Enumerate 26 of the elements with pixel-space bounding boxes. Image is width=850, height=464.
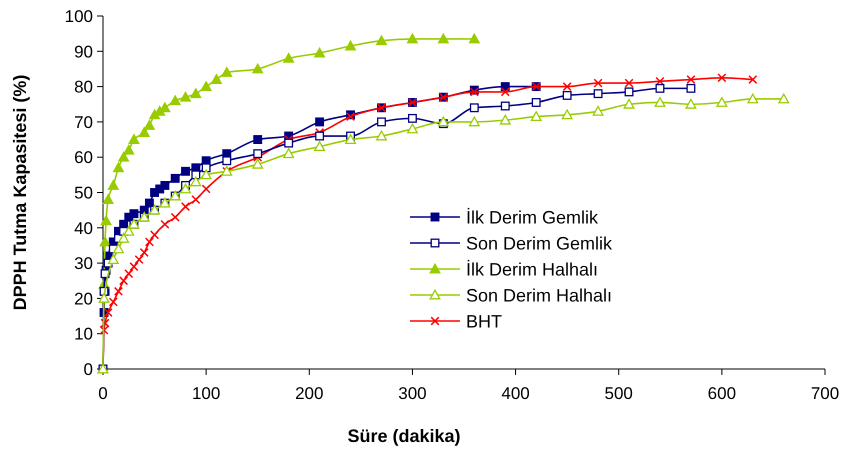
legend-label: İlk Derim Gemlik bbox=[466, 207, 600, 228]
legend-label: Son Derim Halhalı bbox=[466, 285, 612, 306]
y-axis-title: DPPH Tutma Kapasitesi (%) bbox=[10, 74, 30, 310]
y-tick-label: 60 bbox=[74, 148, 93, 168]
legend-label: Son Derim Gemlik bbox=[466, 233, 614, 254]
y-tick-label: 90 bbox=[74, 42, 93, 62]
x-tick-label: 200 bbox=[295, 384, 324, 403]
y-tick-label: 30 bbox=[74, 254, 93, 274]
y-tick-label: 0 bbox=[84, 360, 93, 379]
legend-label: İlk Derim Halhalı bbox=[466, 259, 598, 280]
x-axis-title: Süre (dakika) bbox=[347, 426, 461, 446]
y-tick-label: 50 bbox=[74, 183, 93, 202]
x-tick-label: 0 bbox=[98, 384, 108, 403]
x-tick-label: 500 bbox=[604, 384, 633, 403]
x-tick-label: 100 bbox=[192, 384, 220, 403]
y-tick-label: 70 bbox=[74, 112, 93, 132]
x-tick-label: 300 bbox=[398, 384, 427, 403]
y-tick-label: 80 bbox=[74, 78, 93, 97]
y-tick-label: 100 bbox=[64, 6, 93, 26]
x-tick-label: 400 bbox=[501, 384, 530, 403]
y-tick-label: 40 bbox=[74, 218, 93, 238]
x-tick-label: 600 bbox=[708, 384, 736, 403]
x-tick-label: 700 bbox=[810, 384, 840, 403]
y-tick-label: 20 bbox=[74, 289, 93, 308]
legend-label: BHT bbox=[466, 311, 502, 332]
y-tick-label: 10 bbox=[74, 324, 93, 344]
